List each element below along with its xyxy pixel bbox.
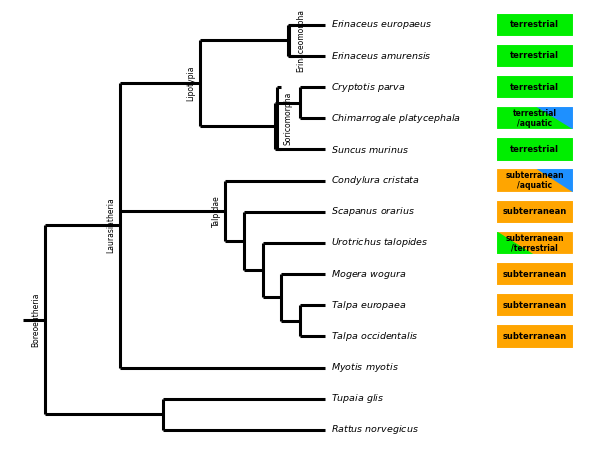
Bar — [496, 262, 574, 286]
Text: subterranean
/aquatic: subterranean /aquatic — [506, 171, 564, 190]
Bar — [496, 137, 574, 162]
Bar — [496, 13, 574, 37]
Polygon shape — [496, 231, 535, 255]
Bar — [496, 106, 574, 130]
Text: terrestrial: terrestrial — [511, 145, 559, 154]
Text: Boreoeutheria: Boreoeutheria — [31, 292, 40, 347]
Text: Erinaceomorpha: Erinaceomorpha — [296, 9, 305, 72]
Text: $\it{Condylura\ cristata}$: $\it{Condylura\ cristata}$ — [331, 174, 420, 187]
Text: subterranean
/terrestrial: subterranean /terrestrial — [506, 234, 564, 252]
Bar — [496, 106, 574, 130]
Text: subterranean: subterranean — [503, 207, 567, 216]
Bar — [496, 324, 574, 349]
Text: $\it{Erinaceus\ amurensis}$: $\it{Erinaceus\ amurensis}$ — [331, 50, 432, 61]
Polygon shape — [535, 168, 574, 193]
Text: subterranean: subterranean — [503, 332, 567, 341]
Text: terrestrial
/aquatic: terrestrial /aquatic — [513, 109, 557, 128]
Text: terrestrial: terrestrial — [511, 20, 559, 29]
Text: $\it{Mogera\ wogura}$: $\it{Mogera\ wogura}$ — [331, 268, 407, 281]
Text: $\it{Myotis\ myotis}$: $\it{Myotis\ myotis}$ — [331, 361, 399, 374]
Polygon shape — [535, 106, 574, 130]
Text: terrestrial: terrestrial — [511, 51, 559, 60]
Text: subterranean: subterranean — [503, 301, 567, 310]
Text: $\it{Erinaceus\ europaeus}$: $\it{Erinaceus\ europaeus}$ — [331, 18, 433, 31]
Text: $\it{Talpa\ occidentalis}$: $\it{Talpa\ occidentalis}$ — [331, 330, 419, 343]
Text: terrestrial: terrestrial — [511, 83, 559, 92]
Text: Lipotypia: Lipotypia — [187, 65, 196, 101]
Bar — [496, 44, 574, 68]
Text: $\it{Chimarrogale\ platycephala}$: $\it{Chimarrogale\ platycephala}$ — [331, 112, 461, 125]
Bar — [496, 231, 574, 255]
Bar — [496, 168, 574, 193]
Text: Soricomorpha: Soricomorpha — [284, 91, 293, 145]
Text: $\it{Cryptotis\ parva}$: $\it{Cryptotis\ parva}$ — [331, 81, 406, 94]
Text: $\it{Scapanus\ orarius}$: $\it{Scapanus\ orarius}$ — [331, 205, 415, 218]
Bar — [496, 231, 574, 255]
Text: $\it{Rattus\ norvegicus}$: $\it{Rattus\ norvegicus}$ — [331, 423, 419, 436]
Text: $\it{Suncus\ murinus}$: $\it{Suncus\ murinus}$ — [331, 144, 409, 155]
Bar — [496, 200, 574, 224]
Bar — [496, 75, 574, 99]
Text: $\it{Urotrichus\ talopides}$: $\it{Urotrichus\ talopides}$ — [331, 236, 428, 249]
Text: $\it{Talpa\ europaea}$: $\it{Talpa\ europaea}$ — [331, 299, 407, 312]
Text: Laurasiatheria: Laurasiatheria — [106, 198, 115, 253]
Bar — [496, 293, 574, 317]
Bar — [496, 168, 574, 193]
Text: subterranean: subterranean — [503, 270, 567, 279]
Text: Talpidae: Talpidae — [212, 195, 221, 227]
Text: $\it{Tupaia\ glis}$: $\it{Tupaia\ glis}$ — [331, 392, 385, 405]
